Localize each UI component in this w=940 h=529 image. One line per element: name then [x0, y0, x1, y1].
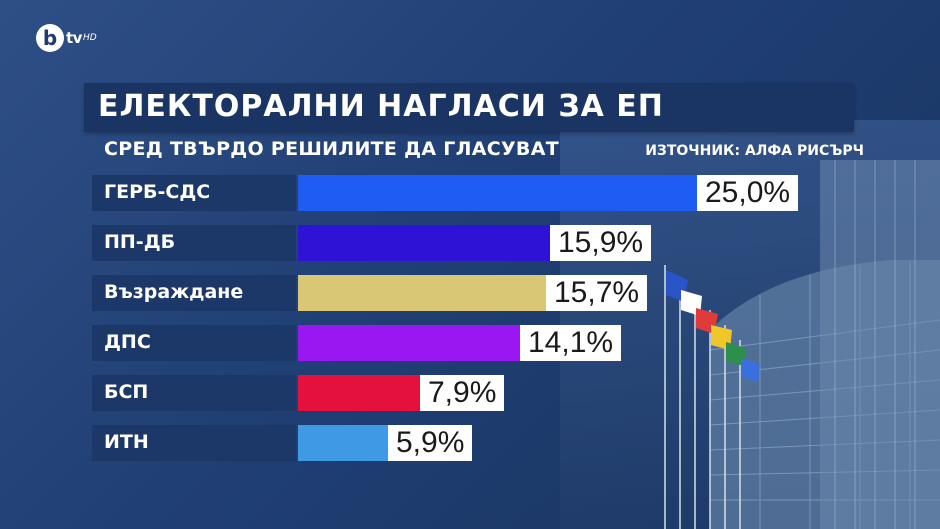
party-name: Възраждане — [104, 281, 244, 303]
party-label-box: ДПС — [92, 325, 296, 361]
party-label-box: Възраждане — [92, 275, 296, 311]
chart-source: ИЗТОЧНИК: АЛФА РИСЪРЧ — [645, 143, 864, 159]
bar — [298, 175, 703, 211]
value-label: 15,9% — [550, 225, 652, 261]
party-name: ИТН — [104, 431, 149, 453]
logo-tv-text: tv — [66, 29, 82, 47]
bar — [298, 275, 552, 311]
chart-title-bar: ЕЛЕКТОРАЛНИ НАГЛАСИ ЗА ЕП — [84, 83, 854, 132]
chart-title: ЕЛЕКТОРАЛНИ НАГЛАСИ ЗА ЕП — [98, 89, 664, 124]
party-name: ДПС — [104, 331, 151, 353]
party-name: БСП — [104, 381, 149, 403]
party-name: ГЕРБ-СДС — [104, 181, 211, 203]
logo-hd-text: HD — [82, 33, 97, 43]
party-label-box: ИТН — [92, 425, 296, 461]
bar — [298, 425, 394, 461]
bar — [298, 225, 556, 261]
party-label-box: ПП-ДБ — [92, 225, 296, 261]
chart-subtitle: СРЕД ТВЪРДО РЕШИЛИТЕ ДА ГЛАСУВАТ — [104, 138, 559, 160]
party-label-box: БСП — [92, 375, 296, 411]
value-label: 5,9% — [388, 425, 473, 461]
bar — [298, 325, 526, 361]
value-label: 15,7% — [546, 275, 648, 311]
party-label-box: ГЕРБ-СДС — [92, 175, 296, 211]
value-label: 7,9% — [420, 375, 505, 411]
party-name: ПП-ДБ — [104, 231, 176, 253]
value-label: 25,0% — [697, 175, 799, 211]
value-label: 14,1% — [520, 325, 622, 361]
bar — [298, 375, 426, 411]
logo-b-mark: b — [36, 24, 64, 52]
btv-hd-logo: b tv HD — [36, 24, 97, 52]
